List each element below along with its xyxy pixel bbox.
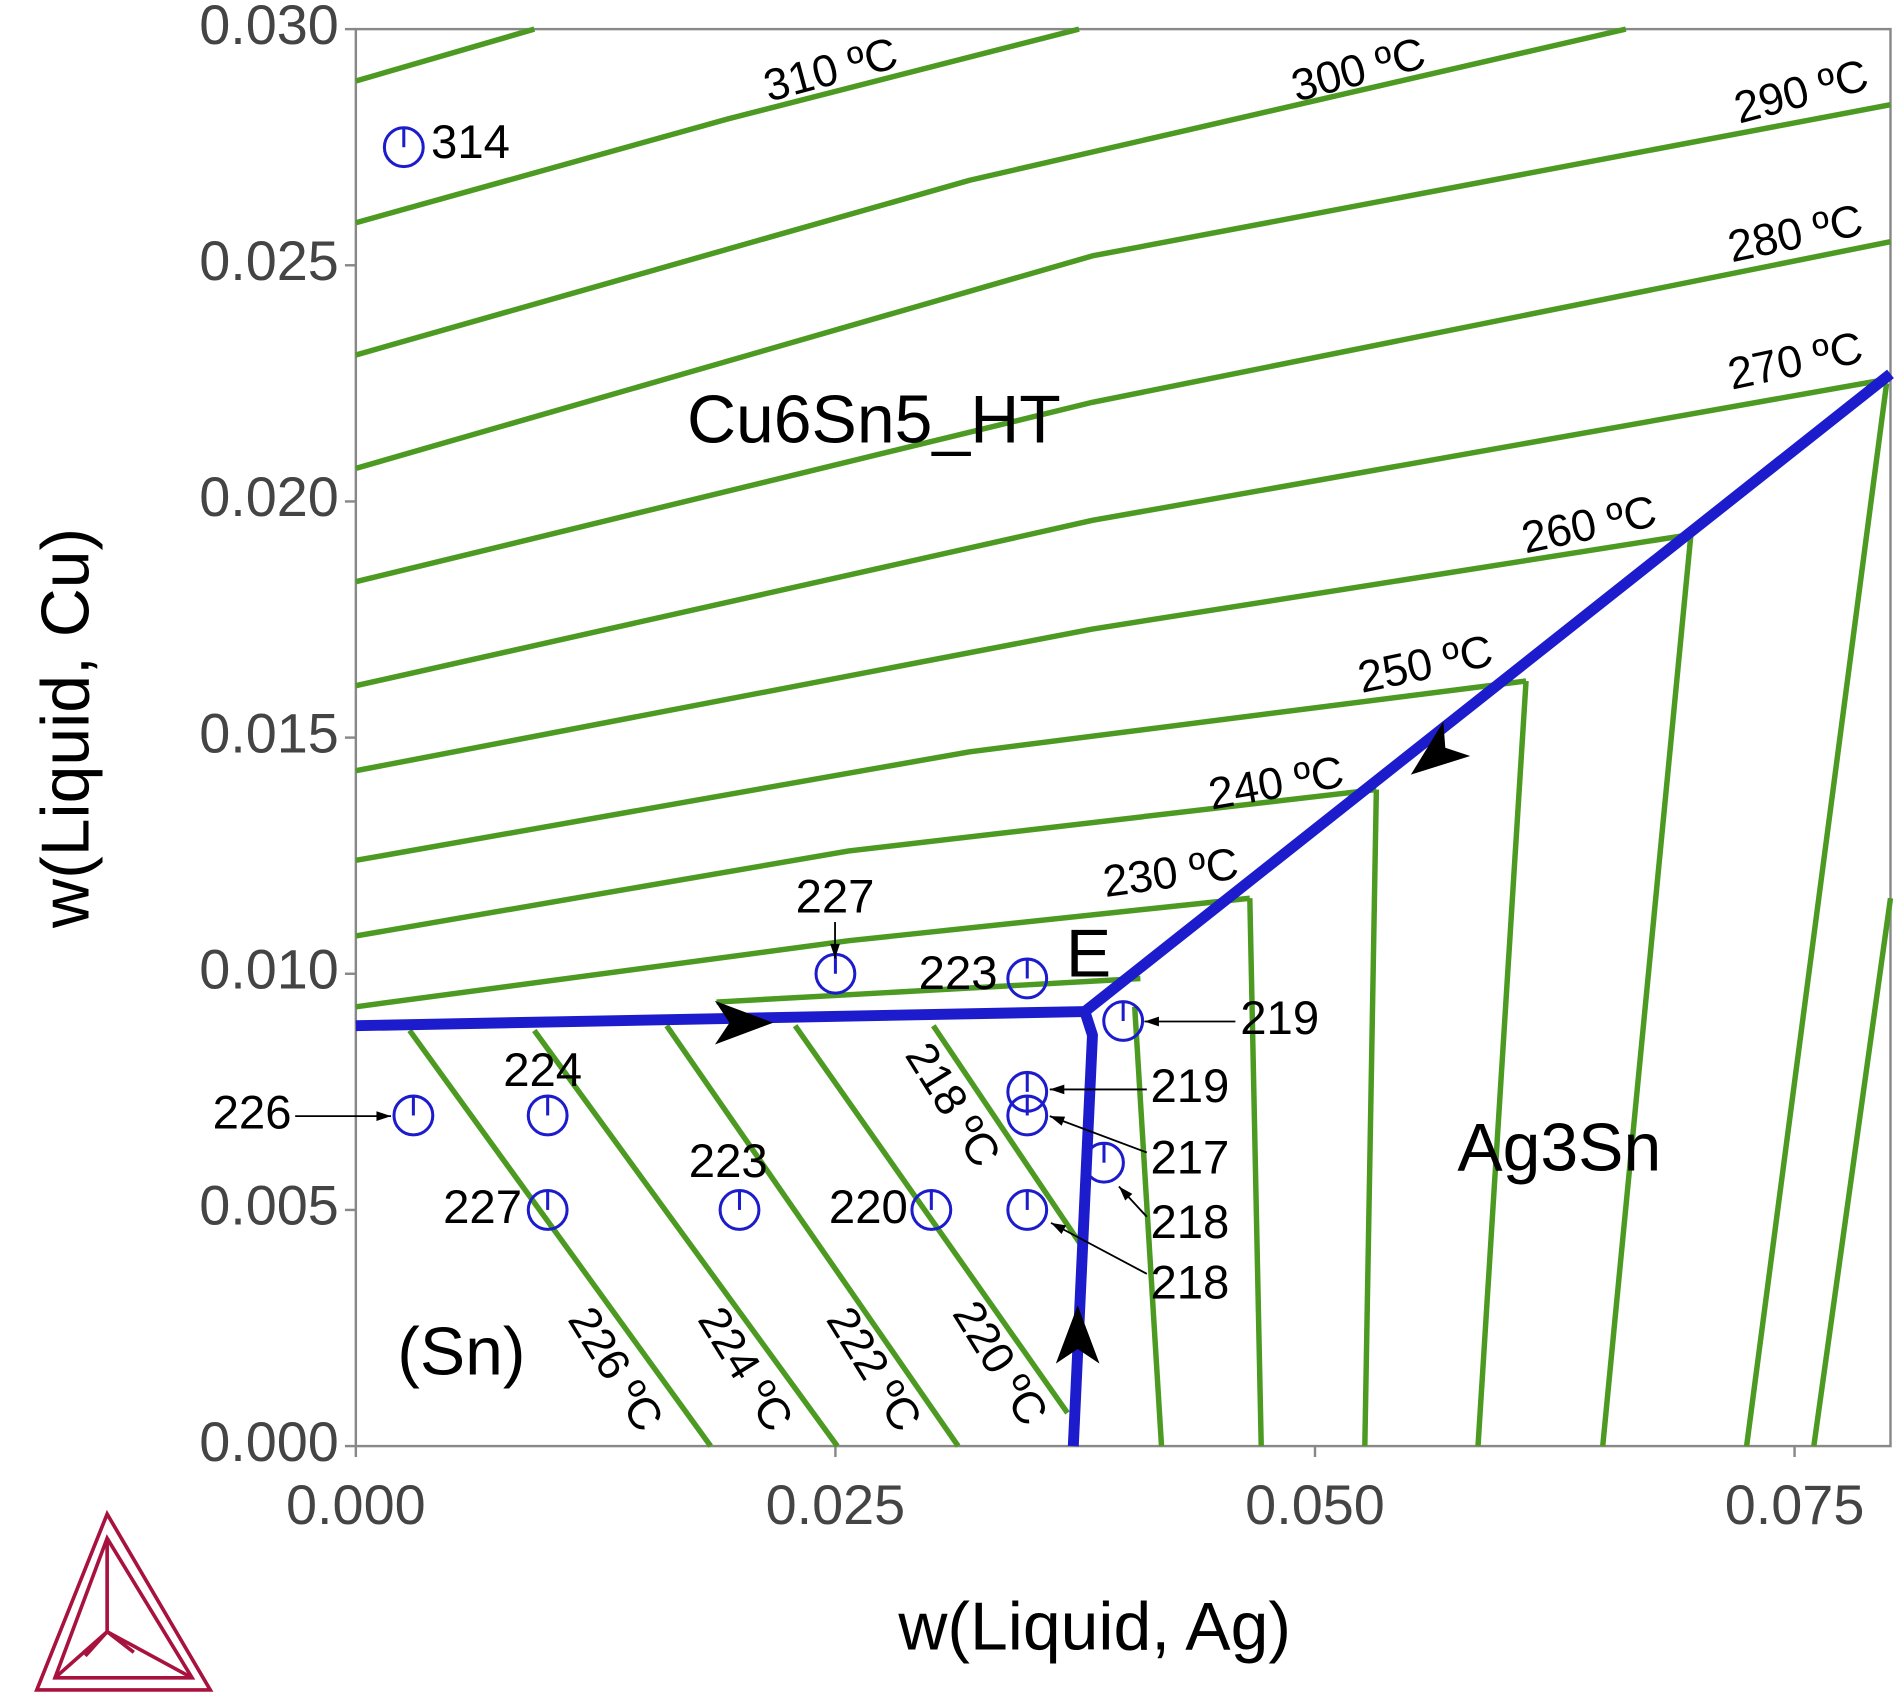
label-arrow-head [376,1111,392,1121]
isotherm-line [355,26,1627,358]
y-axis-title: w(Liquid, Cu) [29,528,104,929]
isotherm-label: 250 ºC [1353,625,1497,703]
point-label: 219 [1150,1060,1229,1113]
isotherm-line [1131,1006,1165,1447]
direction-arrow [714,1000,774,1045]
point-label: 224 [503,1044,582,1097]
label-arrow-head [1118,1186,1133,1201]
point-label: 217 [1150,1131,1229,1184]
arrow-head [1410,721,1471,775]
isotherm-line [355,102,1891,472]
isotherm-line [355,895,1251,1010]
isotherm-line [355,678,1527,864]
point-label: 219 [1240,992,1319,1045]
isotherm-label: 224 ºC [688,1298,803,1440]
isotherm-line [716,975,1141,1005]
region-label: E [1066,916,1111,991]
label-arrow-head [1049,1084,1065,1095]
isotherm-line [1362,789,1380,1447]
isotherm-line [931,1024,1086,1250]
region-label: Cu6Sn5_HT [687,383,1061,458]
x-tick-label: 0.025 [766,1473,906,1536]
arrow-head [1055,1305,1100,1364]
isotherm-line [355,26,536,84]
y-tick-label: 0.000 [199,1410,339,1473]
point-label: 223 [689,1135,768,1188]
isotherm-line [355,786,1377,939]
point-label: 218 [1150,1256,1229,1309]
y-tick-label: 0.015 [199,701,339,764]
isotherm-line [355,238,1892,585]
isotherm-line [792,1024,1070,1415]
region-label: Ag3Sn [1457,1110,1661,1185]
isotherm-line [355,531,1692,774]
isotherm-line [407,1028,713,1448]
x-tick-label: 0.050 [1245,1473,1385,1536]
label-arrow-head [830,943,840,959]
x-tick-label: 0.000 [286,1473,426,1536]
label-arrow [1050,1222,1148,1275]
isotherm-label: 240 ºC [1205,746,1348,820]
isotherm-line [1247,898,1264,1447]
point-label: 227 [796,871,875,924]
isotherm-label: 220 ºC [943,1292,1058,1434]
boundary-line [1081,369,1894,1016]
y-tick-label: 0.005 [199,1174,339,1237]
isotherm-label: 222 ºC [817,1298,932,1440]
point-label: 223 [919,947,998,1000]
plot-frame [354,27,1892,1448]
arrow-head [714,1000,774,1045]
direction-arrow [1410,721,1471,775]
y-tick-label: 0.030 [199,0,339,56]
isotherm-line [1811,897,1894,1447]
label-arrow [1049,1115,1148,1154]
label-arrow-head [1049,1116,1066,1126]
region-label: (Sn) [397,1314,525,1389]
direction-arrow [1055,1305,1100,1364]
isotherm-line [355,375,1891,689]
boundary-line [1067,1009,1098,1447]
isotherm-line [532,1028,840,1448]
isotherm-line [664,1024,961,1448]
point-label: 314 [431,116,510,169]
point-label: 227 [443,1181,522,1234]
x-tick-label: 0.075 [1725,1473,1865,1536]
y-tick-label: 0.020 [199,465,339,528]
isotherm-label: 230 ºC [1100,838,1242,907]
logo [34,1509,214,1692]
isotherm-line [1743,383,1890,1447]
label-arrow-head [1144,1016,1159,1027]
isotherm-line [355,26,1080,226]
point-label: 218 [1150,1196,1229,1249]
x-axis-title: w(Liquid, Ag) [897,1590,1291,1665]
point-label: 220 [829,1181,908,1234]
isotherm-label: 300 ºC [1286,27,1431,111]
isotherm-label: 310 ºC [758,27,903,111]
boundary-line [355,1006,1085,1032]
label-arrow-head [1050,1222,1067,1234]
point-label: 226 [213,1087,292,1140]
y-tick-label: 0.025 [199,229,339,292]
isotherm-line [1600,534,1694,1447]
isotherm-label: 218 ºC [896,1033,1011,1175]
isotherm-line [1475,680,1529,1447]
y-tick-label: 0.010 [199,937,339,1000]
